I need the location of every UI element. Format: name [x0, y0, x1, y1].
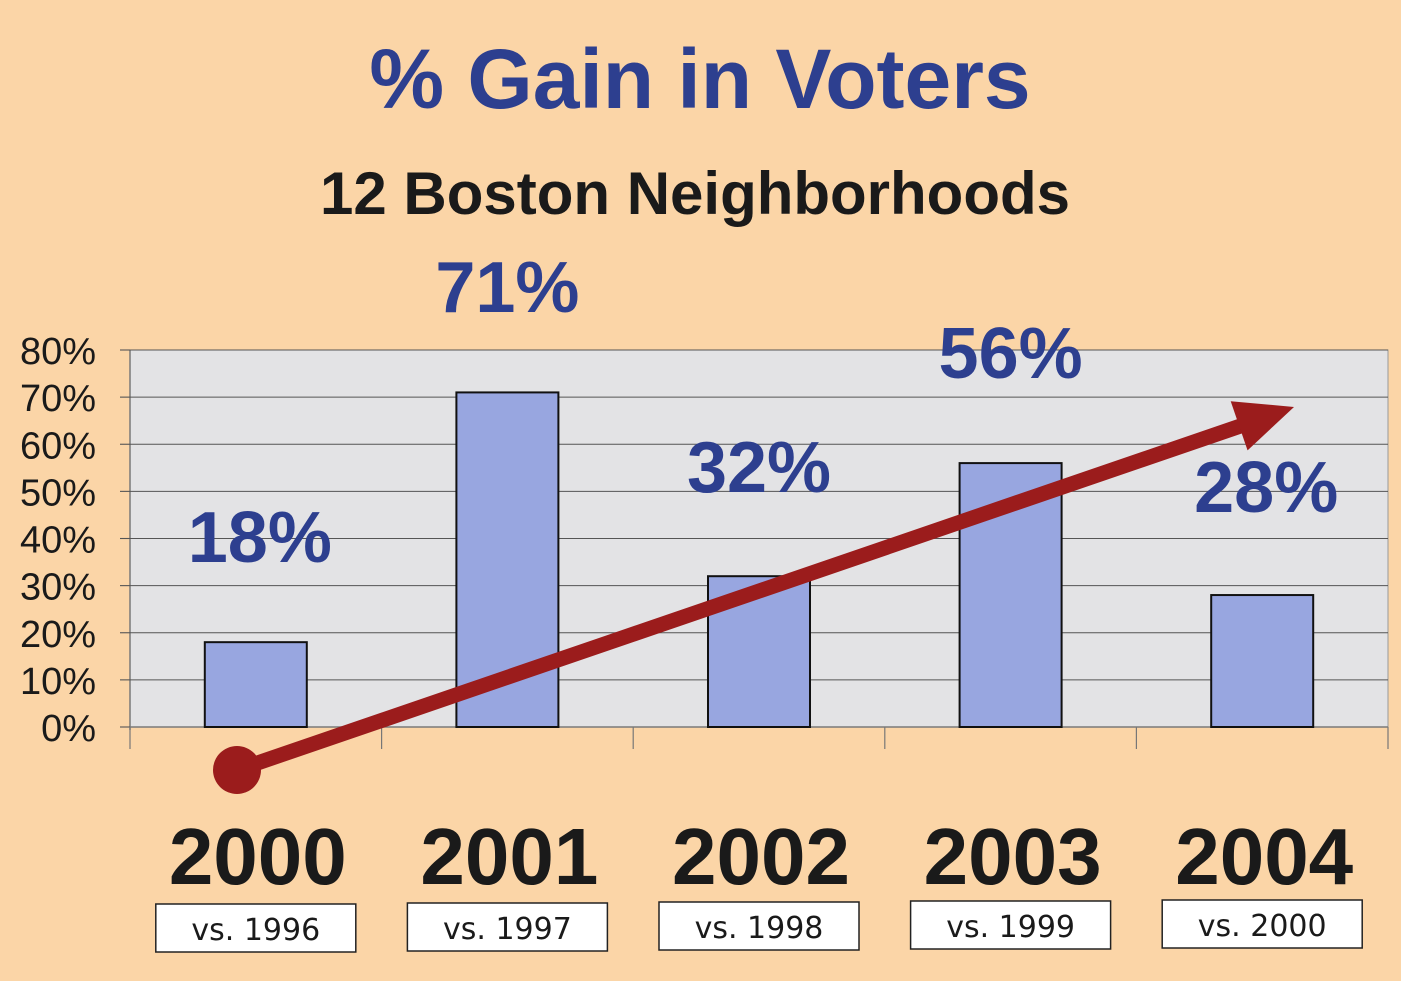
y-tick-label: 70%	[20, 378, 96, 420]
plot-area: 0% 10% 20% 30% 40% 50% 60% 70% 80% 18% 2000 vs. 199…	[20, 248, 1389, 953]
trend-arrow-shaft	[229, 412, 1266, 778]
category-label-2004: 2004	[1175, 812, 1353, 901]
trend-arrow-head	[1230, 401, 1294, 451]
data-label-2004: 28%	[1194, 448, 1338, 528]
comparison-label-2002: vs. 1998	[695, 911, 824, 946]
comparison-box-2002	[658, 901, 860, 951]
y-tick-label: 80%	[20, 331, 96, 373]
comparison-label-2003: vs. 1999	[946, 910, 1075, 945]
comparison-label-2001: vs. 1997	[443, 912, 572, 947]
comparison-box-2000	[155, 903, 357, 953]
category-label-2001: 2001	[420, 812, 598, 901]
y-tick-label: 50%	[20, 472, 96, 514]
trend-arrow-start-dot	[213, 746, 261, 794]
y-tick-label: 30%	[20, 567, 96, 609]
comparison-box-2003	[909, 900, 1112, 950]
data-label-2000: 18%	[188, 498, 332, 578]
category-label-2000: 2000	[169, 812, 347, 901]
bar-2002	[707, 575, 811, 729]
y-tick-label: 60%	[20, 425, 96, 467]
y-tick-label: 40%	[20, 520, 96, 562]
data-label-2002: 32%	[687, 428, 831, 508]
comparison-label-2004: vs. 2000	[1198, 909, 1327, 944]
data-label-2001: 71%	[435, 248, 579, 328]
chart-title: % Gain in Voters	[369, 32, 1030, 126]
y-tick-label: 10%	[20, 661, 96, 703]
bar-2004	[1210, 594, 1315, 728]
comparison-label-2000: vs. 1996	[191, 913, 320, 948]
comparison-box-2001	[406, 902, 609, 952]
chart-subtitle: 12 Boston Neighborhoods	[320, 160, 1070, 227]
data-label-2003: 56%	[939, 314, 1083, 394]
comparison-box-2004	[1161, 899, 1363, 949]
y-tick-label: 0%	[41, 708, 96, 750]
category-label-2002: 2002	[672, 812, 850, 901]
y-tick-label: 20%	[20, 614, 96, 656]
bar-2000	[203, 641, 308, 728]
category-label-2003: 2003	[924, 812, 1102, 901]
